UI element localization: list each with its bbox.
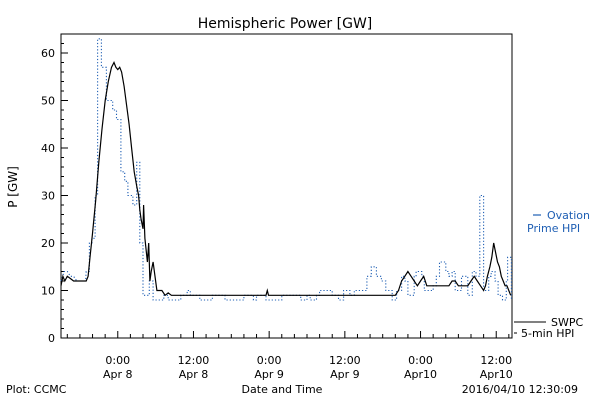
x-tick-label-time: 0:00 — [257, 354, 282, 367]
x-axis-label: Date and Time — [242, 383, 323, 396]
chart-title: Hemispheric Power [GW] — [198, 16, 373, 32]
y-tick-label: 20 — [41, 237, 55, 250]
plot-credit: Plot: CCMC — [6, 383, 67, 396]
x-tick-label-date: Apr10 — [404, 368, 437, 381]
x-tick-label-time: 0:00 — [408, 354, 433, 367]
y-tick-label: 50 — [41, 95, 55, 108]
x-tick-label-date: Apr 8 — [179, 368, 209, 381]
legend-ovation: Ovation Prime HPI — [527, 209, 590, 235]
series-lines — [60, 38, 512, 301]
legend-label-swpc-2: 5-min HPI — [521, 327, 574, 340]
y-tick-label: 40 — [41, 142, 55, 155]
series-line-ovation-prime — [60, 38, 512, 301]
y-tick-label: 10 — [41, 285, 55, 298]
y-tick-label: 30 — [41, 190, 55, 203]
series-line-swpc-5min — [60, 61, 512, 297]
x-tick-label-time: 12:00 — [480, 354, 512, 367]
plot-timestamp: 2016/04/10 12:30:09 — [462, 383, 578, 396]
y-tick-label: 0 — [48, 332, 55, 345]
x-tick-label-time: 12:00 — [178, 354, 210, 367]
legend-swpc: SWPC 5-min HPI — [514, 316, 583, 340]
legend-label-ovation-1: Ovation — [547, 209, 590, 222]
x-tick-label-time: 12:00 — [329, 354, 361, 367]
y-axis: 0 10 20 30 40 50 60 — [41, 33, 68, 345]
x-tick-label-date: Apr 9 — [254, 368, 284, 381]
x-tick-label-time: 0:00 — [105, 354, 130, 367]
x-tick-label-date: Apr10 — [480, 368, 513, 381]
y-axis-label: P [GW] — [6, 166, 20, 208]
plot-frame — [60, 33, 513, 339]
legend-label-swpc-1: SWPC — [551, 316, 583, 329]
y-tick-label: 60 — [41, 47, 55, 60]
x-tick-label-date: Apr 9 — [330, 368, 360, 381]
x-tick-label-date: Apr 8 — [103, 368, 133, 381]
legend-label-ovation-2: Prime HPI — [527, 222, 580, 235]
